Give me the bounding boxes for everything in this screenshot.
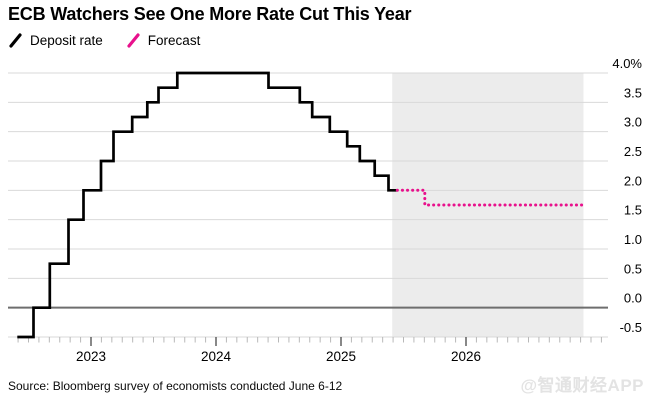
svg-text:2.0: 2.0 — [624, 173, 642, 188]
deposit-rate-line-icon — [9, 33, 22, 48]
watermark: @智通财经APP — [520, 376, 644, 395]
source-note: Source: Bloomberg survey of economists c… — [8, 379, 343, 393]
legend-label-deposit-rate: Deposit rate — [30, 33, 103, 48]
legend: Deposit rate Forecast — [8, 33, 200, 48]
x-axis-labels: 2023 2024 2025 2026 — [76, 349, 481, 364]
deposit-rate-line — [17, 71, 398, 339]
y-axis-labels: 4.0% 3.5 3.0 2.5 2.0 1.5 1.0 0.5 0.0 -0.5 — [612, 56, 642, 335]
svg-text:2023: 2023 — [76, 349, 106, 364]
legend-item-deposit-rate: Deposit rate — [8, 33, 103, 48]
svg-text:-0.5: -0.5 — [620, 320, 642, 335]
svg-text:3.5: 3.5 — [624, 85, 642, 100]
svg-text:1.5: 1.5 — [624, 203, 642, 218]
svg-text:2025: 2025 — [326, 349, 356, 364]
svg-text:2026: 2026 — [451, 349, 481, 364]
legend-label-forecast: Forecast — [147, 33, 201, 48]
forecast-line — [395, 188, 585, 207]
svg-text:2024: 2024 — [201, 349, 232, 364]
chart-title: ECB Watchers See One More Rate Cut This … — [8, 4, 412, 24]
svg-text:1.0: 1.0 — [624, 232, 642, 247]
svg-text:4.0%: 4.0% — [612, 56, 642, 71]
svg-text:3.0: 3.0 — [624, 115, 642, 130]
svg-text:0.0: 0.0 — [624, 291, 642, 306]
forecast-line-icon — [127, 33, 140, 48]
svg-text:2.5: 2.5 — [624, 144, 642, 159]
legend-item-forecast: Forecast — [126, 33, 201, 48]
svg-text:0.5: 0.5 — [624, 261, 642, 276]
x-axis-ticks — [17, 337, 602, 346]
